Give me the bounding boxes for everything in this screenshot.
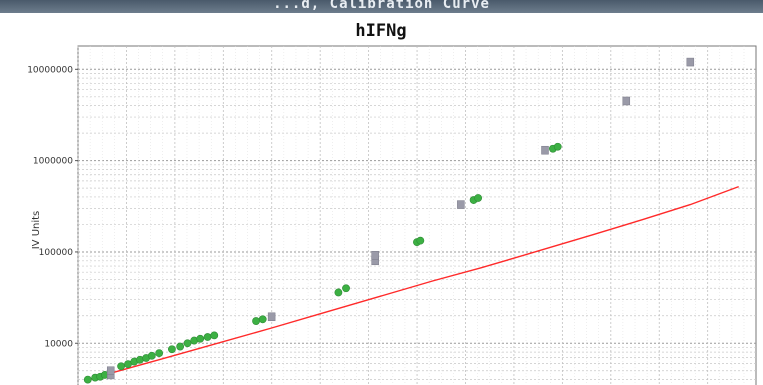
fit-curve-line bbox=[85, 185, 739, 382]
sample-point bbox=[474, 194, 483, 202]
y-tick-label: 100000 bbox=[39, 248, 74, 258]
fit-curve-group bbox=[85, 185, 739, 382]
standard-point bbox=[457, 200, 465, 209]
y-axis-label: IV Units bbox=[31, 211, 42, 250]
standard-point bbox=[622, 96, 631, 106]
sample-point bbox=[117, 362, 126, 371]
sample-point bbox=[342, 284, 350, 293]
standard-point bbox=[541, 145, 549, 155]
sample-point bbox=[334, 288, 343, 297]
y-tick-label: 10000 bbox=[44, 339, 73, 349]
window-title-bar: ...d, Calibration Curve bbox=[0, 0, 763, 13]
standard-point bbox=[106, 366, 115, 375]
sample-point bbox=[210, 331, 219, 340]
sample-point bbox=[196, 334, 205, 343]
standard-point bbox=[371, 250, 379, 260]
sample-point bbox=[416, 236, 425, 245]
sample-point bbox=[183, 339, 192, 348]
sample-point bbox=[203, 333, 212, 341]
y-tick-label: 10000000 bbox=[27, 65, 73, 75]
y-axis-ticks: 10000 100000 1000000 10000000 bbox=[27, 65, 78, 349]
standard-point bbox=[267, 312, 276, 322]
sample-point bbox=[147, 351, 156, 360]
sample-point bbox=[83, 375, 92, 384]
data-points bbox=[83, 57, 695, 384]
y-tick-label: 1000000 bbox=[33, 157, 73, 167]
chart-title: hIFNg bbox=[355, 21, 406, 41]
sample-point bbox=[176, 342, 185, 351]
standard-point bbox=[686, 57, 695, 67]
sample-point bbox=[168, 345, 176, 354]
grid-lines bbox=[77, 46, 756, 385]
sample-point bbox=[553, 142, 562, 151]
sample-point bbox=[258, 315, 267, 324]
window-title: ...d, Calibration Curve bbox=[273, 0, 490, 12]
sample-point bbox=[155, 349, 164, 358]
sample-point bbox=[252, 317, 260, 325]
